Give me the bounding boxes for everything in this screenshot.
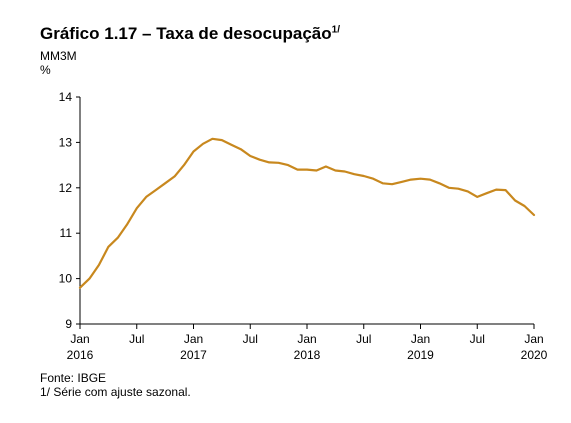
y-tick-label: 13 — [59, 135, 73, 149]
chart-title-text: Gráfico 1.17 – Taxa de desocupação — [40, 24, 332, 43]
x-tick-label: Jan — [524, 332, 543, 346]
y-tick-label: 14 — [59, 90, 73, 104]
x-tick-label: Jan — [70, 332, 89, 346]
x-tick-year-label: 2019 — [407, 348, 434, 362]
x-tick-label: Jul — [243, 332, 258, 346]
x-tick-year-label: 2020 — [521, 348, 548, 362]
x-tick-label: Jul — [470, 332, 485, 346]
x-tick-year-label: 2017 — [180, 348, 207, 362]
source-note: Fonte: IBGE — [40, 371, 107, 385]
chart-title: Gráfico 1.17 – Taxa de desocupação1/ — [40, 24, 340, 44]
y-tick-label: 10 — [59, 272, 73, 286]
chart-axes: 9 10 11 12 13 14 Jan 2016 Jul Jan 2017 Jul Jan 2018 Ju… — [59, 90, 548, 362]
x-tick-label: Jan — [411, 332, 430, 346]
chart-subtitle: MM3M — [40, 49, 77, 63]
x-tick-label: Jan — [297, 332, 316, 346]
y-tick-label: 9 — [65, 317, 72, 331]
x-tick-year-label: 2016 — [67, 348, 94, 362]
x-tick-label: Jan — [184, 332, 203, 346]
chart-series — [78, 137, 536, 289]
x-tick-label: Jul — [356, 332, 371, 346]
footnote: 1/ Série com ajuste sazonal. — [40, 385, 191, 399]
x-tick-label: Jul — [129, 332, 144, 346]
series-line — [78, 137, 536, 289]
chart-title-footnote-mark: 1/ — [331, 24, 340, 36]
y-axis-unit: % — [40, 63, 51, 77]
y-tick-label: 11 — [60, 226, 73, 240]
y-tick-label: 12 — [59, 181, 73, 195]
x-tick-year-label: 2018 — [294, 348, 321, 362]
